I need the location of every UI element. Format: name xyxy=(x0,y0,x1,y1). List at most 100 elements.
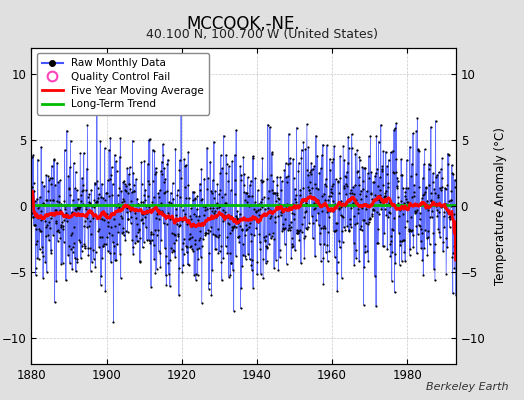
Point xyxy=(187,242,195,249)
Point xyxy=(60,197,69,204)
Point xyxy=(149,242,158,248)
Point xyxy=(314,197,322,203)
Point xyxy=(151,227,159,234)
Point xyxy=(220,212,228,218)
Point xyxy=(374,225,383,232)
Point xyxy=(303,226,311,232)
Point xyxy=(384,214,392,220)
Point xyxy=(255,212,263,218)
Point xyxy=(103,177,112,184)
Point xyxy=(105,229,113,236)
Point xyxy=(367,189,375,196)
Point xyxy=(275,203,283,210)
Point xyxy=(257,270,265,277)
Point xyxy=(111,222,119,229)
Point xyxy=(386,253,395,260)
Point xyxy=(157,168,165,174)
Point xyxy=(414,146,422,152)
Point xyxy=(268,232,276,239)
Point xyxy=(193,246,201,252)
Point xyxy=(306,190,314,196)
Point xyxy=(121,187,129,193)
Point xyxy=(358,164,366,170)
Point xyxy=(102,241,110,248)
Point xyxy=(108,181,117,187)
Point xyxy=(143,237,151,243)
Point xyxy=(44,188,52,194)
Point xyxy=(28,183,36,190)
Point xyxy=(310,163,318,169)
Point xyxy=(253,271,261,278)
Point xyxy=(445,224,454,230)
Point xyxy=(450,264,458,271)
Point xyxy=(449,290,457,296)
Point xyxy=(80,223,88,230)
Point xyxy=(332,176,340,182)
Point xyxy=(334,178,342,184)
Point xyxy=(102,189,111,196)
Point xyxy=(353,220,362,226)
Point xyxy=(445,198,453,204)
Point xyxy=(288,210,297,216)
Point xyxy=(189,211,198,217)
Point xyxy=(347,205,355,212)
Point xyxy=(439,239,447,246)
Point xyxy=(113,192,122,198)
Point xyxy=(178,218,186,224)
Point xyxy=(318,152,326,159)
Point xyxy=(47,250,56,256)
Point xyxy=(189,248,198,254)
Point xyxy=(304,184,312,190)
Point xyxy=(306,179,314,185)
Point xyxy=(110,250,118,256)
Point xyxy=(223,161,231,168)
Point xyxy=(358,186,367,192)
Point xyxy=(87,186,95,193)
Point xyxy=(180,250,188,257)
Point xyxy=(137,199,145,206)
Point xyxy=(409,232,417,238)
Point xyxy=(433,213,442,219)
Point xyxy=(442,270,450,277)
Point xyxy=(51,182,59,188)
Point xyxy=(417,245,425,252)
Point xyxy=(36,217,45,224)
Point xyxy=(372,132,380,139)
Point xyxy=(342,191,350,198)
Point xyxy=(115,221,123,228)
Point xyxy=(323,142,331,148)
Point xyxy=(221,200,229,206)
Point xyxy=(217,243,225,249)
Point xyxy=(422,200,430,207)
Point xyxy=(79,182,87,188)
Point xyxy=(418,230,426,236)
Point xyxy=(398,238,406,244)
Point xyxy=(443,150,452,157)
Point xyxy=(229,224,237,230)
Point xyxy=(167,245,176,251)
Point xyxy=(159,141,167,148)
Point xyxy=(158,208,166,214)
Point xyxy=(96,138,104,145)
Point xyxy=(138,244,147,251)
Point xyxy=(286,160,294,166)
Point xyxy=(429,170,437,177)
Point xyxy=(181,243,190,250)
Point xyxy=(268,149,276,156)
Point xyxy=(289,243,298,250)
Point xyxy=(32,226,40,232)
Point xyxy=(127,213,136,220)
Point xyxy=(173,192,181,198)
Point xyxy=(397,156,405,162)
Point xyxy=(363,248,372,254)
Point xyxy=(278,178,286,184)
Point xyxy=(137,180,146,187)
Point xyxy=(362,206,370,212)
Point xyxy=(432,203,440,210)
Point xyxy=(255,239,264,246)
Point xyxy=(69,249,77,256)
Point xyxy=(286,227,294,234)
Point xyxy=(125,181,134,187)
Point xyxy=(355,154,364,160)
Point xyxy=(366,215,374,222)
